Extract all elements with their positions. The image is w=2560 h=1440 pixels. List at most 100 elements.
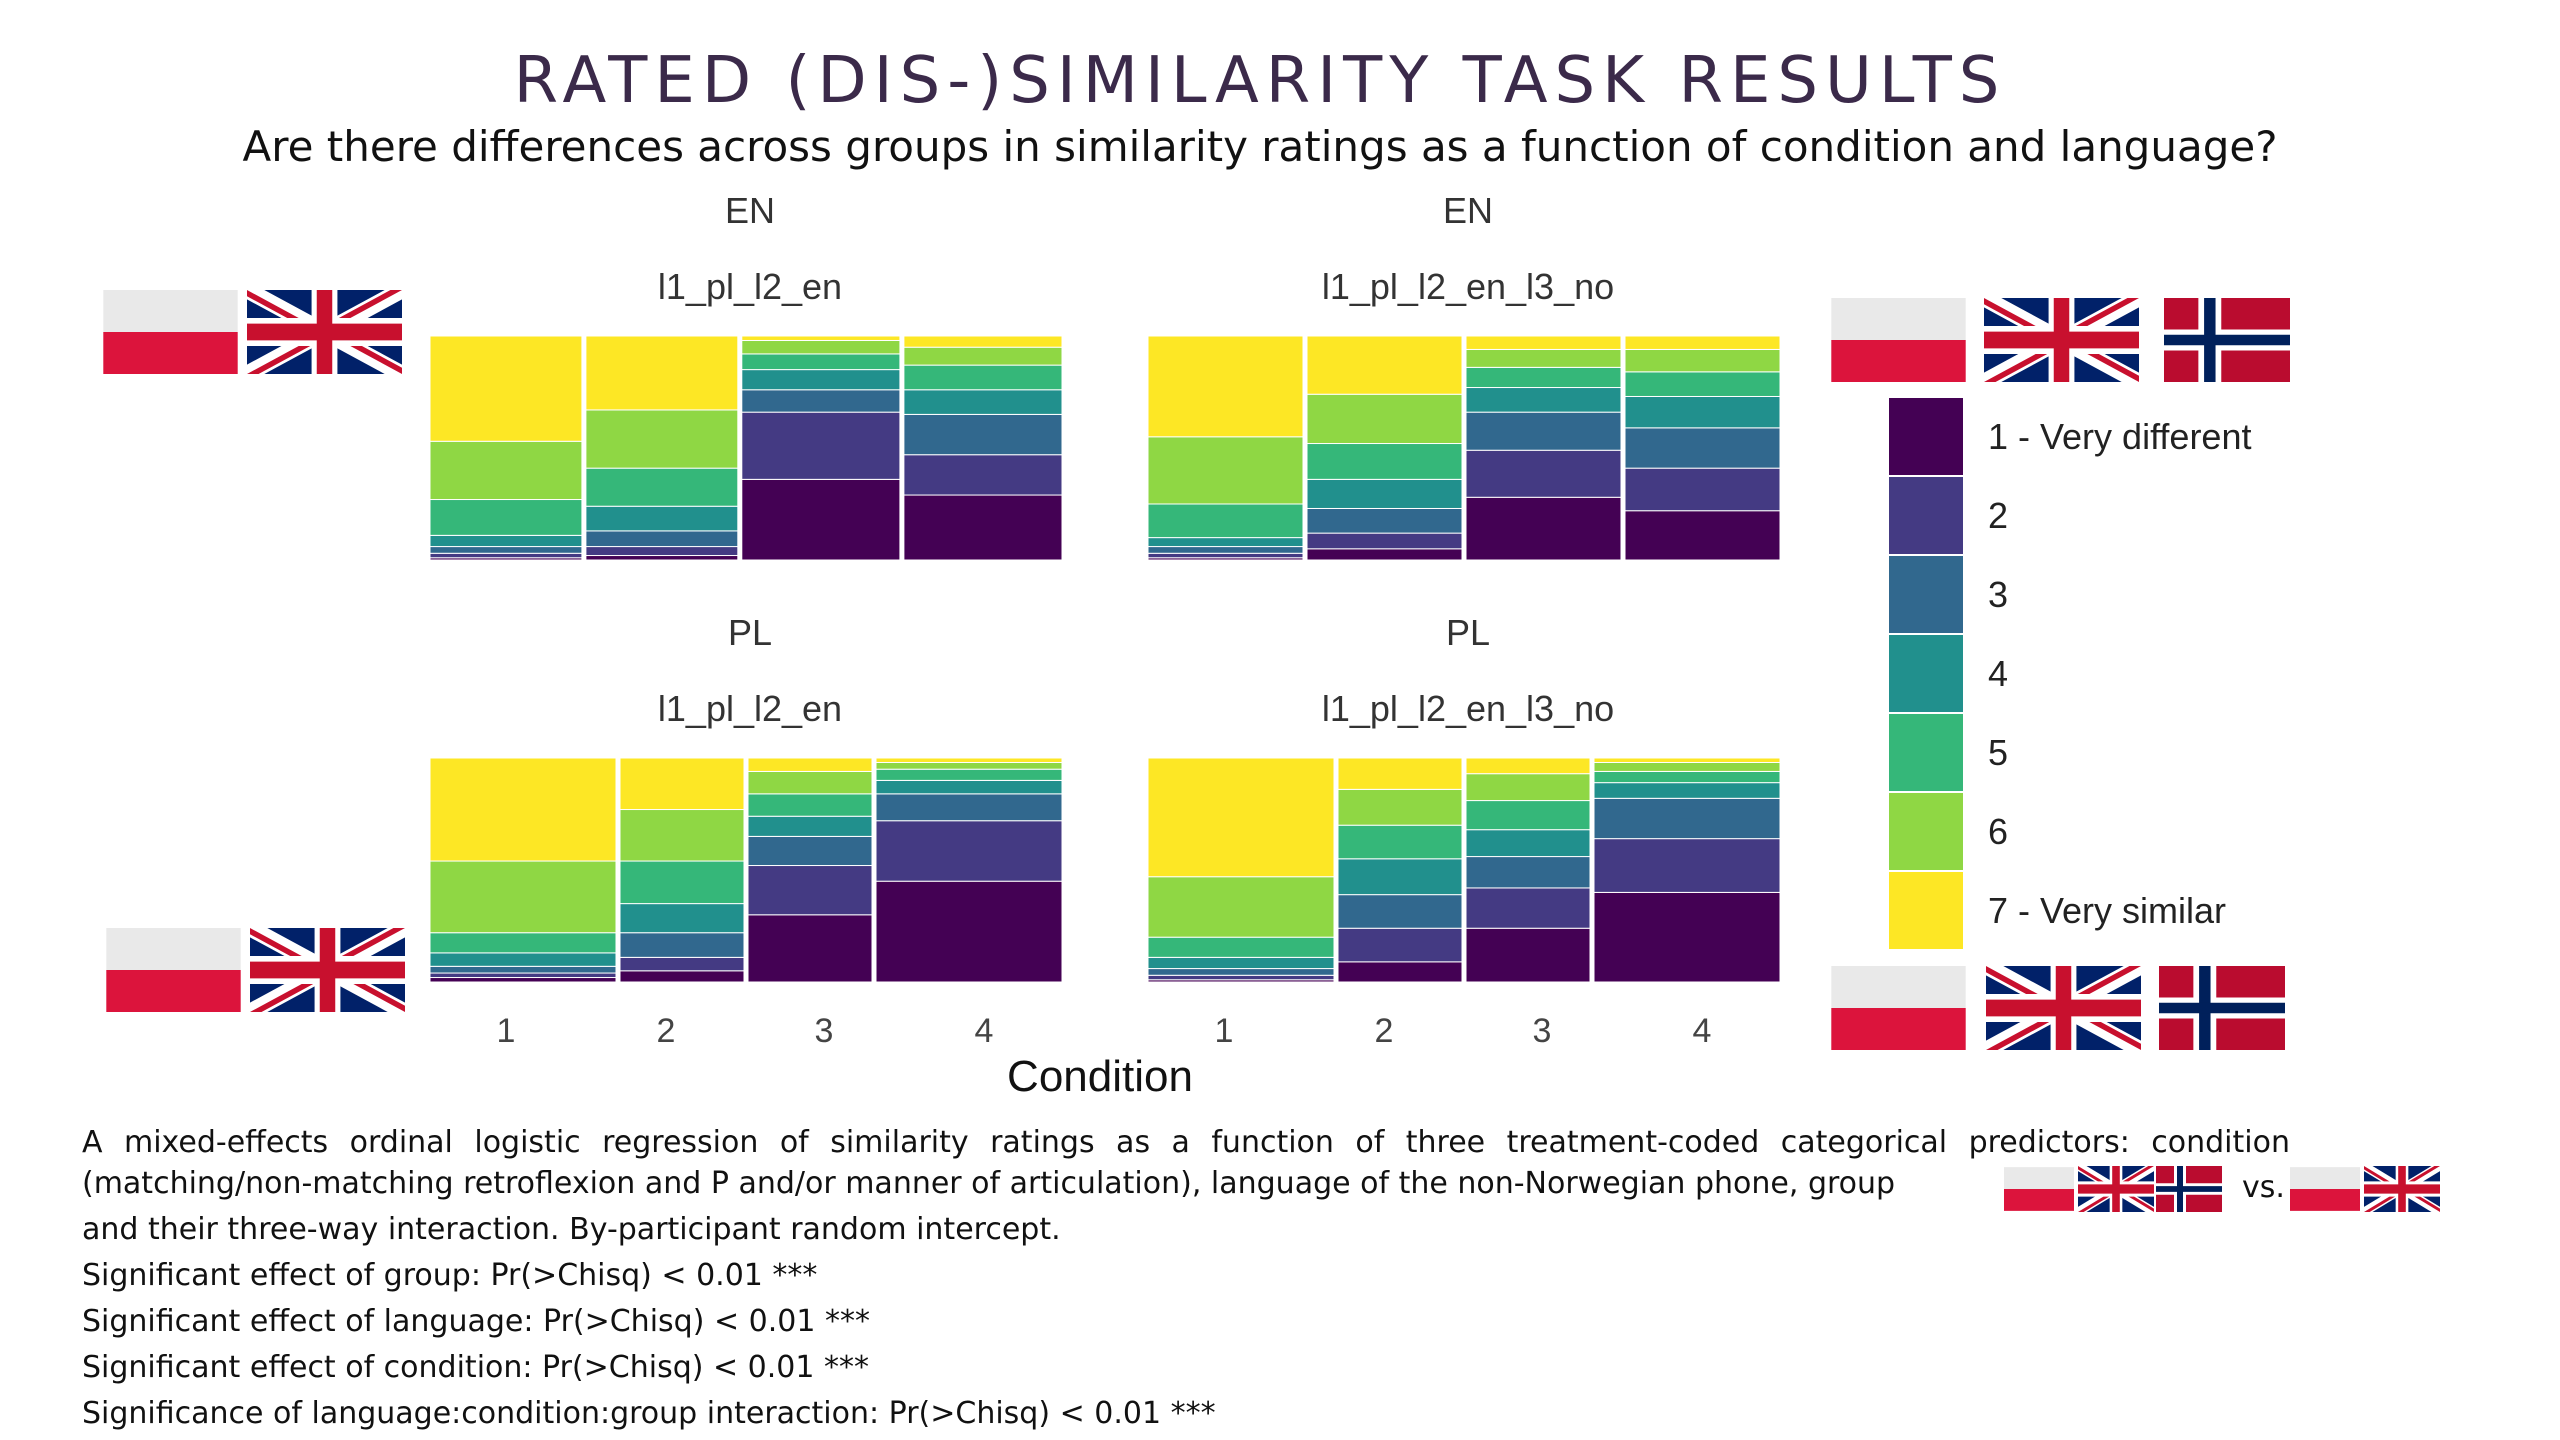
mosaic-cell-cond1-rating4: [429, 534, 583, 548]
mosaic-cell-cond1-rating4: [1147, 537, 1304, 548]
panel-group-en-2: l1_pl_l2_en_l3_no: [1321, 266, 1615, 307]
mosaic-cell-cond1-rating7: [1147, 757, 1335, 878]
mosaic-cell-cond2-rating6: [619, 809, 745, 862]
legend-key-3: [1889, 556, 1963, 633]
mosaic-cell-cond1-rating5: [1147, 936, 1335, 958]
mosaic-cell-cond2-rating4: [585, 505, 739, 532]
legend-key-4: [1889, 635, 1963, 712]
mosaic-cell-cond2-rating7: [585, 335, 739, 411]
uk-flag-icon: [2078, 1166, 2154, 1212]
mosaic-cell-cond3-rating6: [747, 770, 873, 795]
mosaic-cell-cond1-rating4: [1147, 956, 1335, 970]
mosaic-cell-cond2-rating2: [1337, 927, 1463, 963]
legend-label-1: 1 - Very different: [1988, 416, 2252, 457]
mosaic-cell-cond2-rating6: [585, 409, 739, 469]
mosaic-cell-cond3-rating1: [741, 478, 901, 561]
slide-title: RATED (DIS-)SIMILARITY TASK RESULTS: [513, 44, 2007, 118]
mosaic-cell-cond1-rating5: [429, 932, 617, 954]
mosaic-cell-cond3-rating6: [741, 339, 901, 355]
mosaic-cell-cond1-rating6: [429, 440, 583, 501]
x-tick-1: 1: [1214, 1012, 1234, 1050]
panel-lang-en-1: EN: [724, 190, 775, 231]
mosaic-panel-en-l1-pl-l2-en: [429, 335, 1063, 561]
mosaic-cell-cond3-rating2: [747, 865, 873, 916]
legend-label-3: 3: [1988, 574, 2009, 615]
mosaic-cell-cond3-rating4: [747, 815, 873, 837]
norway-flag-icon: [2159, 966, 2285, 1050]
legend-label-6: 6: [1988, 811, 2009, 852]
mosaic-cell-cond1-rating2: [429, 552, 583, 559]
mosaic-cell-cond4-rating5: [903, 364, 1063, 391]
mosaic-cell-cond4-rating2: [1593, 838, 1781, 893]
mosaic-cell-cond3-rating5: [741, 353, 901, 371]
mosaic-cell-cond3-rating5: [1465, 366, 1622, 389]
mosaic-cell-cond1-rating3: [429, 546, 583, 554]
x-tick-4: 4: [974, 1012, 994, 1050]
legend-key-7: [1889, 872, 1963, 949]
legend-key-1: [1889, 398, 1963, 475]
mosaic-panel-pl-l1-pl-l2-en: [429, 757, 1063, 983]
regression-description-line1: A mixed-effects ordinal logistic regress…: [82, 1125, 2290, 1160]
panel-lang-en-2: EN: [1442, 190, 1493, 231]
mosaic-cell-cond4-rating2: [1624, 467, 1781, 512]
uk-flag-icon: [2364, 1166, 2440, 1212]
mosaic-cell-cond2-rating1: [1306, 548, 1463, 561]
mosaic-cell-cond2-rating3: [1337, 894, 1463, 929]
mosaic-cell-cond1-rating6: [1147, 436, 1304, 505]
mosaic-cell-cond4-rating7: [903, 335, 1063, 348]
legend-label-7: 7 - Very similar: [1988, 890, 2227, 931]
mosaic-cell-cond4-rating5: [1624, 371, 1781, 397]
mosaic-cell-cond3-rating2: [1465, 449, 1622, 498]
uk-flag-icon: [247, 290, 402, 374]
mosaic-cell-cond1-rating2: [1147, 552, 1304, 559]
poland-flag-icon: [106, 928, 241, 1012]
legend-key-6: [1889, 793, 1963, 870]
mosaic-cell-cond4-rating3: [1593, 797, 1781, 840]
mosaic-panel-pl-l1-pl-l2-en-l3-no: [1147, 757, 1781, 983]
poland-flag-icon: [2290, 1166, 2360, 1212]
mosaic-cell-cond4-rating1: [903, 494, 1063, 561]
poland-flag-icon: [103, 290, 238, 374]
mosaic-cell-cond3-rating5: [747, 793, 873, 817]
mosaic-cell-cond4-rating6: [903, 346, 1063, 366]
mosaic-cell-cond4-rating1: [1593, 891, 1781, 983]
mosaic-cell-cond3-rating4: [741, 369, 901, 391]
mosaic-cell-cond1-rating2: [429, 972, 617, 979]
mosaic-cell-cond3-rating3: [1465, 856, 1591, 889]
effect-condition: Significant effect of condition: Pr(>Chi…: [82, 1350, 869, 1385]
mosaic-cell-cond1-rating5: [1147, 503, 1304, 539]
mosaic-panel-en-l1-pl-l2-en-l3-no: [1147, 335, 1781, 561]
panel-group-pl-1: l1_pl_l2_en: [657, 688, 843, 729]
mosaic-cell-cond4-rating5: [1593, 770, 1781, 784]
uk-flag-icon: [1984, 298, 2139, 382]
mosaic-cell-cond1-rating7: [1147, 335, 1304, 438]
mosaic-cell-cond3-rating3: [747, 835, 873, 867]
effect-group: Significant effect of group: Pr(>Chisq) …: [82, 1258, 818, 1293]
panel-group-pl-2: l1_pl_l2_en_l3_no: [1321, 688, 1615, 729]
effect-language: Significant effect of language: Pr(>Chis…: [82, 1304, 870, 1339]
x-tick-2: 2: [656, 1012, 676, 1050]
mosaic-cell-cond3-rating4: [1465, 829, 1591, 858]
legend-label-2: 2: [1988, 495, 2009, 536]
x-tick-4: 4: [1692, 1012, 1712, 1050]
mosaic-cell-cond2-rating3: [619, 932, 745, 958]
mosaic-cell-cond3-rating7: [1465, 757, 1591, 775]
mosaic-cell-cond2-rating5: [585, 467, 739, 507]
mosaic-cell-cond2-rating1: [619, 970, 745, 983]
mosaic-cell-cond4-rating6: [1624, 348, 1781, 373]
x-tick-3: 3: [1532, 1012, 1552, 1050]
mosaic-cell-cond4-rating2: [875, 820, 1063, 882]
mosaic-cell-cond4-rating3: [903, 413, 1063, 456]
mosaic-cell-cond4-rating6: [875, 761, 1063, 770]
mosaic-cell-cond4-rating3: [1624, 427, 1781, 469]
mosaic-cell-cond2-rating1: [1337, 961, 1463, 983]
mosaic-cell-cond3-rating2: [1465, 887, 1591, 929]
mosaic-cell-cond4-rating7: [1624, 335, 1781, 350]
x-tick-1: 1: [496, 1012, 516, 1050]
mosaic-cell-cond1-rating1: [429, 977, 617, 983]
slide-subtitle: Are there differences across groups in s…: [242, 122, 2278, 171]
mosaic-cell-cond3-rating6: [1465, 773, 1591, 802]
poland-flag-icon: [1831, 966, 1966, 1050]
mosaic-cell-cond3-rating7: [1465, 335, 1622, 350]
mosaic-cell-cond3-rating2: [741, 411, 901, 480]
